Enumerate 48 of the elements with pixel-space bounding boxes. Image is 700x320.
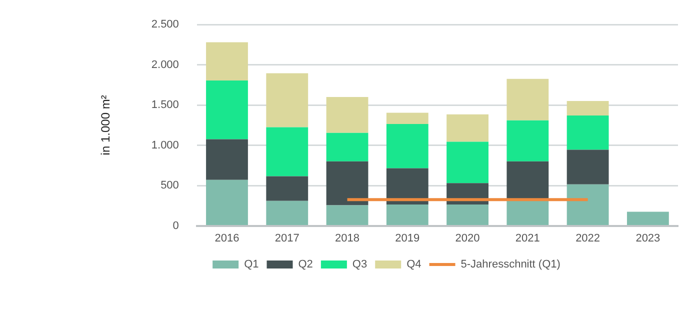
- legend-label: Q2: [298, 258, 313, 271]
- x-tick-label: 2017: [274, 232, 300, 244]
- bar: [326, 161, 368, 206]
- bar: [626, 212, 669, 226]
- y-axis-title: in 1.000 m²: [98, 95, 113, 156]
- legend-label: Q4: [406, 258, 422, 271]
- bar: [386, 112, 428, 124]
- bar: [506, 78, 549, 120]
- bar: [566, 184, 609, 226]
- bar: [506, 199, 549, 226]
- bar: [446, 204, 488, 226]
- legend-label: Q3: [352, 258, 368, 271]
- bar: [206, 80, 248, 140]
- legend-label: 5-Jahresschnitt (Q1): [460, 258, 560, 271]
- x-tick-label: 2019: [395, 232, 420, 244]
- bar: [326, 97, 368, 133]
- bar: [386, 168, 428, 204]
- x-tick-label: 2018: [335, 232, 360, 244]
- bar: [206, 139, 248, 180]
- legend-label: Q1: [244, 258, 259, 271]
- x-tick-label: 2022: [576, 232, 600, 244]
- bar: [506, 120, 549, 162]
- bar: [266, 176, 308, 201]
- x-tick-label: 2023: [636, 232, 660, 244]
- x-tick-label: 2016: [214, 232, 240, 244]
- y-tick-label: 2.500: [151, 18, 179, 31]
- bar: [446, 114, 488, 142]
- x-tick-label: 2021: [515, 232, 540, 244]
- y-tick-label: 1.500: [151, 99, 179, 112]
- y-tick-label: 0: [172, 220, 179, 232]
- y-tick-label: 500: [160, 180, 179, 192]
- bar: [566, 150, 609, 184]
- bar: [266, 73, 308, 128]
- bar: [326, 132, 368, 162]
- bar: [446, 142, 488, 184]
- bar: [506, 161, 549, 200]
- bar: [266, 127, 308, 176]
- bar: [566, 101, 609, 116]
- bar: [386, 124, 428, 168]
- bar: [326, 205, 368, 226]
- bar: [566, 116, 609, 150]
- bar: [386, 204, 428, 226]
- bar: [206, 180, 248, 226]
- bar: [206, 42, 248, 81]
- y-tick-label: 1.000: [151, 139, 179, 152]
- y-tick-label: 2.000: [151, 58, 179, 71]
- bar: [266, 200, 308, 226]
- x-tick-label: 2020: [455, 232, 480, 244]
